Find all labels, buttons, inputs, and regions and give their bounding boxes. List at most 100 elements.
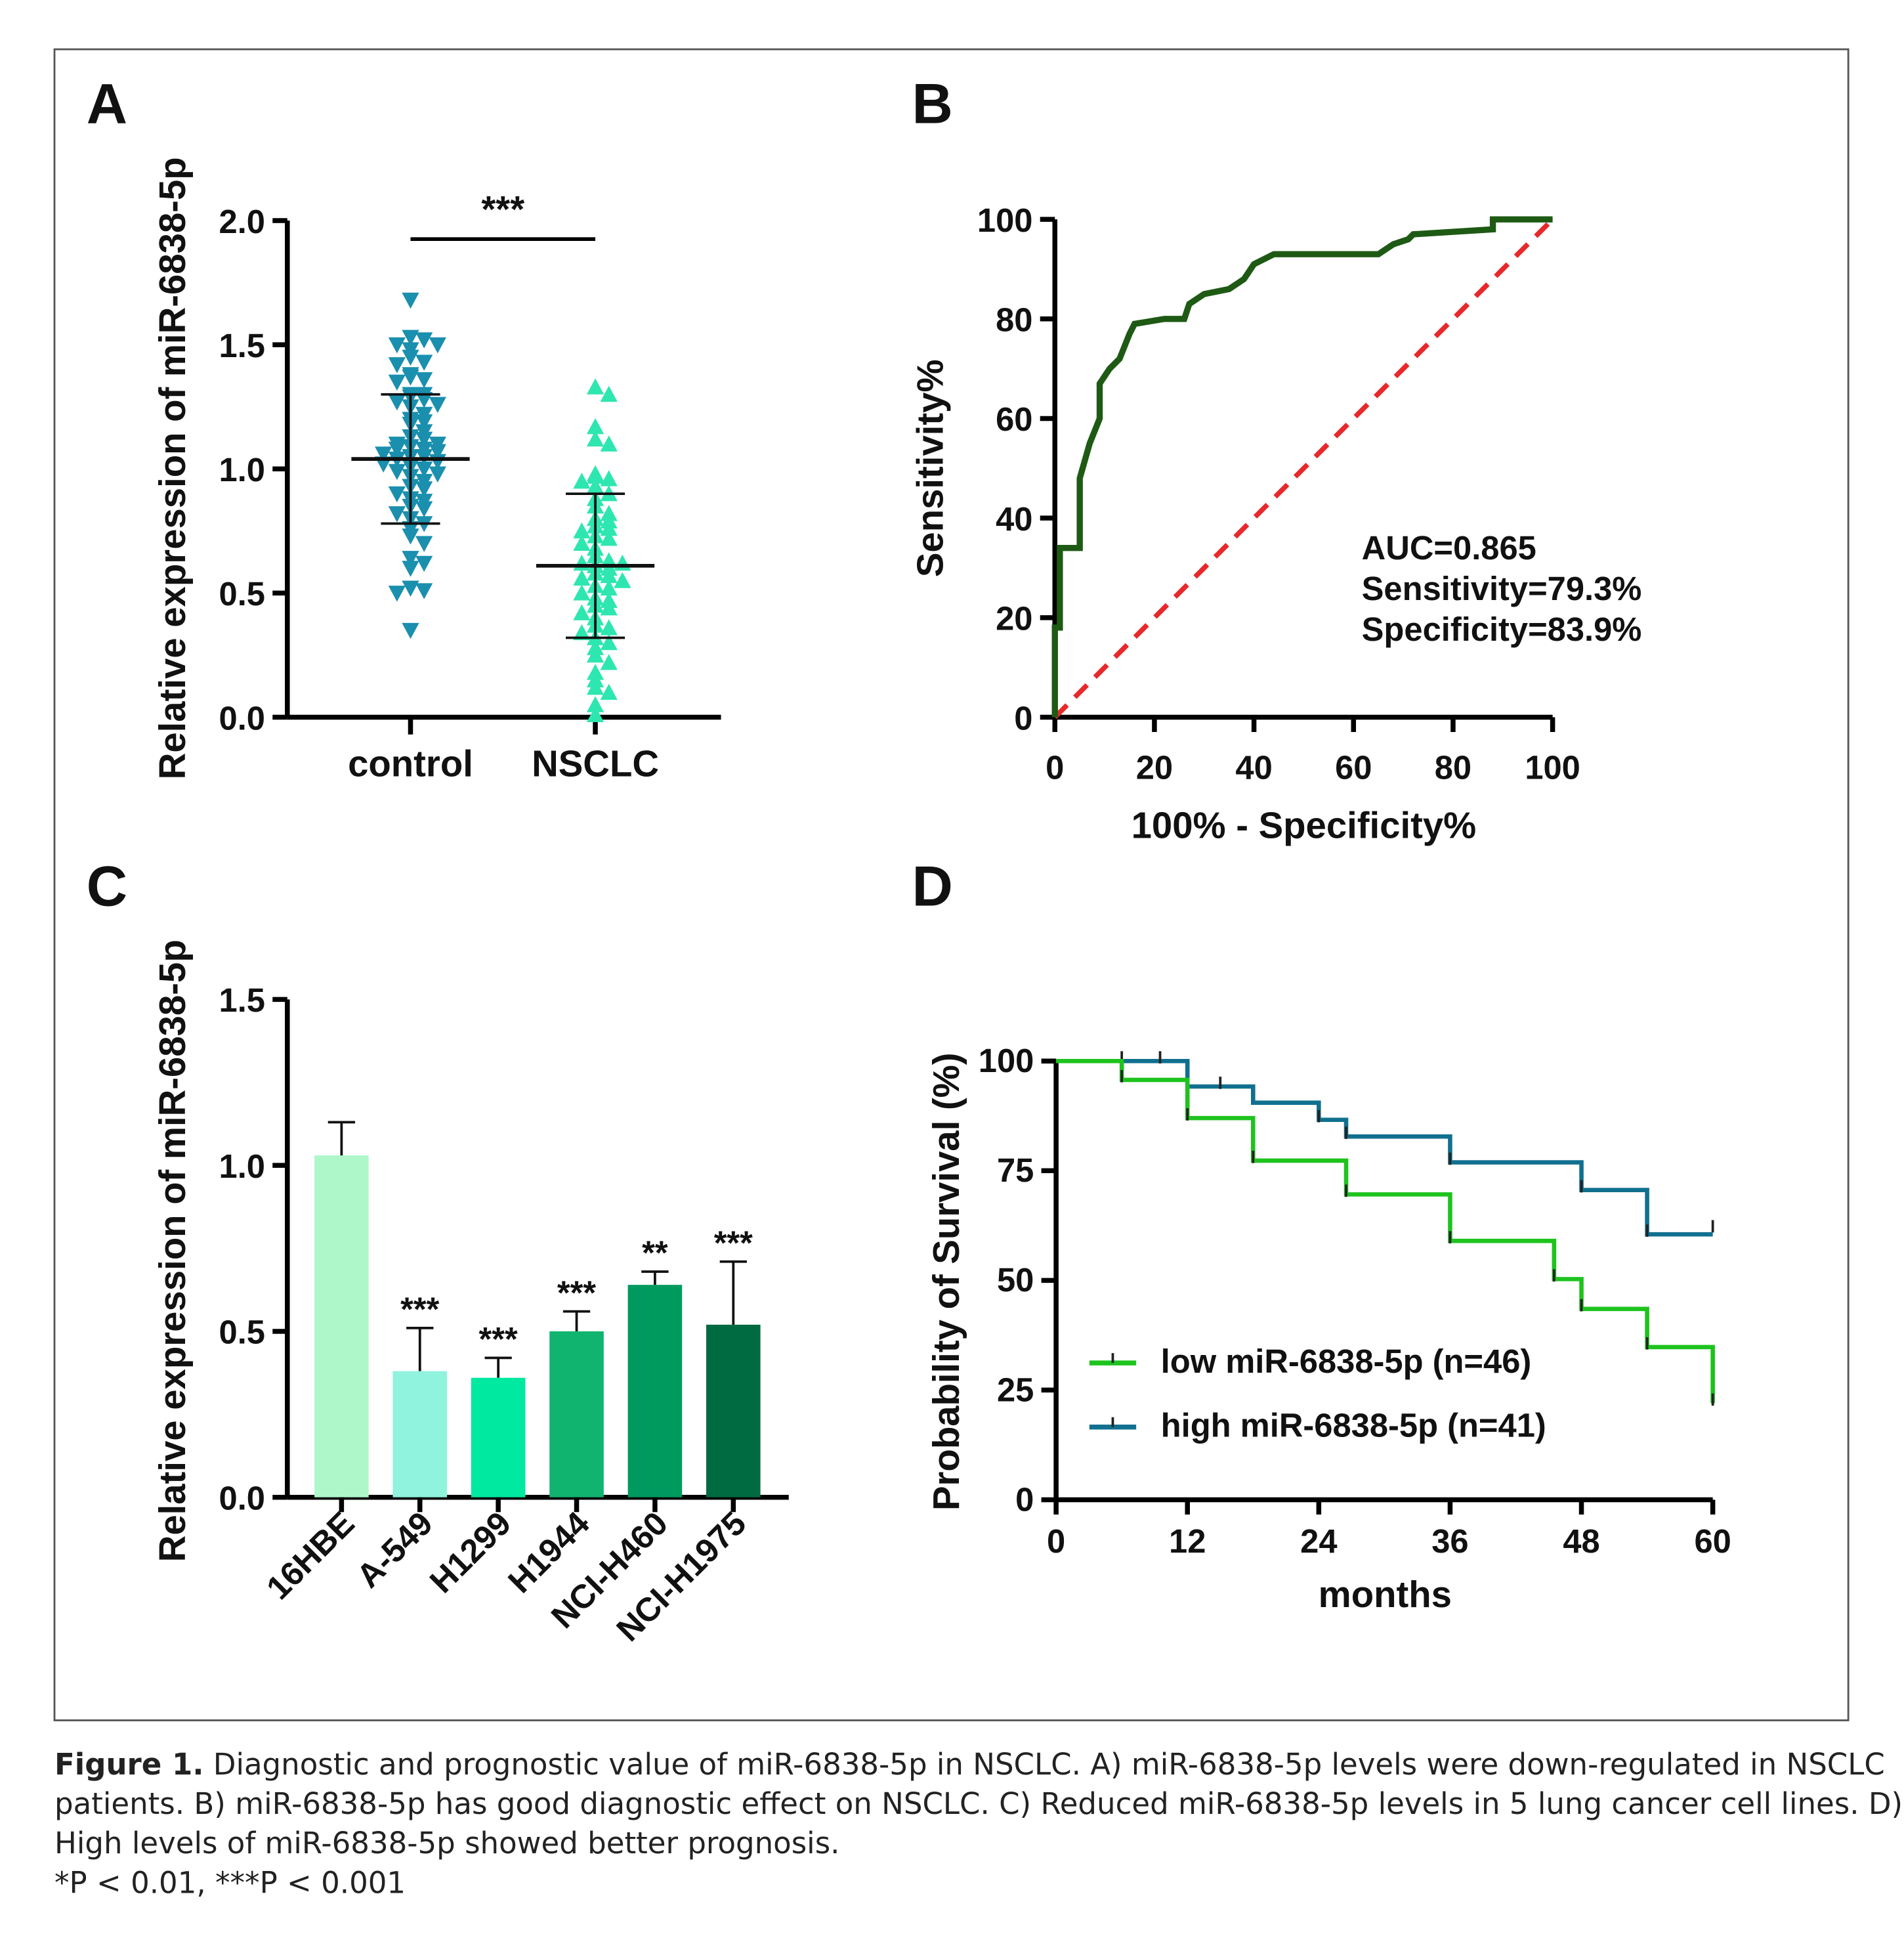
significance-label: *** bbox=[714, 1224, 753, 1262]
data-point bbox=[415, 372, 433, 389]
data-point bbox=[388, 337, 406, 354]
survival-curve bbox=[1056, 1058, 1713, 1237]
y-tick-label: 20 bbox=[996, 600, 1032, 637]
bar bbox=[549, 1331, 604, 1497]
data-point bbox=[415, 501, 433, 517]
bar bbox=[627, 1285, 683, 1497]
data-point bbox=[573, 624, 591, 641]
legend-label: low miR-6838-5p (n=46) bbox=[1161, 1343, 1532, 1380]
bar bbox=[471, 1377, 526, 1497]
y-tick-label: 1.5 bbox=[219, 327, 265, 364]
data-point bbox=[388, 506, 406, 523]
x-tick-label: 60 bbox=[1694, 1522, 1731, 1560]
panel-c-bars: Relative expression of miR-6838-5p 0.0 0.… bbox=[152, 939, 789, 1648]
bar bbox=[314, 1155, 369, 1497]
y-tick-label: 2.0 bbox=[219, 203, 265, 240]
y-tick-label: 60 bbox=[996, 400, 1032, 438]
data-point bbox=[600, 435, 618, 452]
x-tick-label: 16HBE bbox=[259, 1504, 362, 1606]
data-point bbox=[402, 528, 419, 545]
y-tick-label: 0.0 bbox=[219, 1480, 265, 1517]
data-point bbox=[600, 634, 618, 651]
caption: Figure 1. Diagnostic and prognostic valu… bbox=[54, 1747, 1903, 1900]
data-point bbox=[586, 477, 604, 494]
caption-line2: patients. B) miR-6838-5p has good diagno… bbox=[54, 1786, 1903, 1821]
data-point bbox=[600, 619, 618, 635]
y-tick-label: 80 bbox=[996, 301, 1032, 339]
data-point bbox=[402, 561, 419, 577]
data-point bbox=[388, 441, 406, 458]
panel-a-significance: *** bbox=[481, 188, 524, 230]
panel-label-c: C bbox=[87, 855, 127, 918]
data-point bbox=[573, 473, 591, 489]
data-point bbox=[600, 567, 618, 584]
panel-b-xlabel: 100% - Specificity% bbox=[1132, 804, 1477, 846]
data-point bbox=[415, 414, 433, 431]
y-tick-label: 0.0 bbox=[219, 699, 265, 737]
data-point bbox=[388, 486, 406, 503]
y-tick-label: 1.0 bbox=[219, 1148, 265, 1185]
data-point bbox=[402, 370, 419, 386]
data-point bbox=[614, 554, 631, 571]
data-point bbox=[402, 580, 419, 597]
panel-a-ylabel: Relative expression of miR-6838-5p bbox=[152, 157, 193, 779]
data-point bbox=[600, 385, 618, 402]
data-point bbox=[402, 622, 419, 639]
caption-line4: *P < 0.01, ***P < 0.001 bbox=[54, 1865, 406, 1900]
x-tick-label: 48 bbox=[1563, 1522, 1599, 1560]
panel-d-survival: Probability of Survival (%) months 0 25 50… bbox=[925, 1042, 1731, 1615]
data-point bbox=[415, 449, 433, 465]
data-point bbox=[402, 292, 419, 309]
caption-line3: High levels of miR-6838-5p showed better… bbox=[54, 1826, 840, 1861]
x-tick-label: 36 bbox=[1431, 1522, 1468, 1560]
data-point bbox=[586, 696, 604, 712]
data-point bbox=[573, 584, 591, 601]
data-point bbox=[429, 337, 446, 354]
y-tick-label: 0.5 bbox=[219, 1314, 265, 1351]
x-tick-label: A-549 bbox=[349, 1504, 440, 1595]
data-point bbox=[429, 444, 446, 460]
significance-label: *** bbox=[400, 1291, 439, 1328]
data-point bbox=[600, 599, 618, 616]
figure-border bbox=[53, 48, 1850, 1721]
data-point bbox=[429, 397, 446, 414]
data-point bbox=[586, 706, 604, 722]
data-point bbox=[402, 349, 419, 366]
bar bbox=[392, 1371, 448, 1497]
panel-b-ylabel: Sensitivity% bbox=[909, 359, 950, 577]
panel-a-scatter: Relative expression of miR-6838-5p *** 0… bbox=[152, 157, 721, 785]
reference-line bbox=[1053, 217, 1555, 720]
data-point bbox=[586, 430, 604, 447]
panel-d-ylabel: Probability of Survival (%) bbox=[925, 1052, 967, 1511]
data-point bbox=[415, 392, 433, 408]
data-point bbox=[415, 431, 433, 448]
x-tick-label: 60 bbox=[1335, 748, 1372, 786]
panel-label-d: D bbox=[912, 855, 952, 918]
data-point bbox=[402, 551, 419, 567]
data-point bbox=[388, 357, 406, 374]
data-point bbox=[573, 522, 591, 539]
x-tick-label: 24 bbox=[1300, 1522, 1337, 1560]
y-tick-label: 25 bbox=[997, 1371, 1034, 1408]
x-tick-label: control bbox=[348, 743, 473, 785]
y-tick-label: 50 bbox=[997, 1261, 1034, 1299]
data-point bbox=[429, 466, 446, 483]
data-point bbox=[600, 579, 618, 596]
y-tick-label: 1.0 bbox=[219, 451, 265, 488]
bar bbox=[706, 1324, 761, 1497]
data-point bbox=[586, 418, 604, 435]
data-point bbox=[573, 604, 591, 620]
x-tick-label: 20 bbox=[1136, 748, 1173, 786]
x-tick-label: NSCLC bbox=[532, 743, 659, 785]
data-point bbox=[415, 355, 433, 371]
x-tick-label: 80 bbox=[1435, 748, 1471, 786]
significance-label: ** bbox=[642, 1234, 668, 1272]
data-point bbox=[573, 569, 591, 586]
y-tick-label: 1.5 bbox=[219, 981, 265, 1019]
panel-c-ylabel: Relative expression of miR-6838-5p bbox=[152, 939, 193, 1562]
data-point bbox=[415, 481, 433, 498]
data-point bbox=[415, 461, 433, 478]
data-point bbox=[388, 394, 406, 411]
data-point bbox=[573, 534, 591, 551]
panel-b-specificity: Specificity=83.9% bbox=[1362, 611, 1642, 648]
